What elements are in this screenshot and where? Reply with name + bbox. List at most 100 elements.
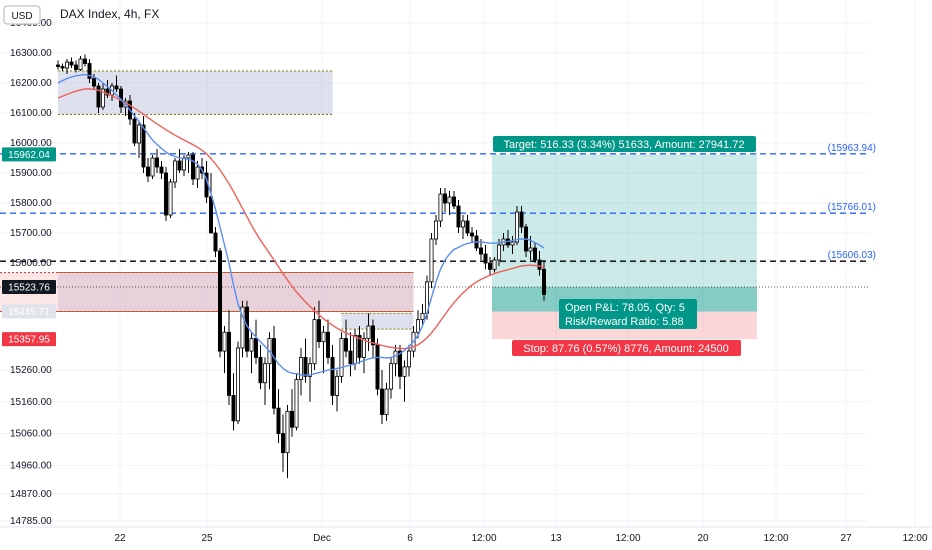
candle-body-42 (244, 306, 249, 352)
candle-body-24 (163, 172, 168, 216)
candle-body-58 (316, 319, 321, 343)
x-tick-label-2: Dec (313, 533, 331, 544)
candle-body-94 (478, 247, 483, 255)
candle-body-26 (172, 160, 177, 183)
candle-body-106 (533, 247, 538, 261)
candle-body-62 (334, 375, 339, 396)
candle-body-59 (321, 331, 326, 343)
candle-body-105 (528, 247, 533, 252)
candle-body-22 (154, 157, 159, 168)
candle-body-25 (168, 181, 173, 216)
candle-body-103 (519, 211, 524, 228)
candle-body-18 (136, 124, 141, 144)
hline-label-1: (15766.01) (828, 202, 876, 213)
y-tick-label-10: 15160.00 (10, 397, 52, 408)
y-tick-label-4: 16000.00 (10, 138, 52, 149)
price-tag-label-3: 15357.95 (8, 335, 50, 346)
candle-body-7 (87, 63, 92, 79)
candle-body-71 (375, 344, 380, 390)
candle-body-0 (56, 64, 61, 67)
candle-body-29 (186, 154, 191, 159)
candle-body-10 (101, 88, 106, 108)
candle-body-63 (339, 338, 344, 377)
target-label: Target: 516.33 (3.34%) 51633, Amount: 27… (504, 139, 745, 151)
currency-badge-box[interactable] (3, 5, 41, 25)
candle-body-31 (195, 166, 200, 180)
candle-body-84 (433, 220, 438, 240)
candle-body-20 (145, 166, 150, 177)
candle-body-83 (429, 238, 434, 283)
candle-body-98 (496, 244, 501, 261)
candle-body-30 (190, 154, 195, 180)
horizontal-lines[interactable]: (15963.94) (15766.01) (15606.03) (0, 143, 876, 288)
target-label-box (493, 136, 756, 152)
x-tick-label-6: 12:00 (615, 533, 640, 544)
price-tag-1 (2, 279, 56, 294)
stop-zone-shade (0, 272, 414, 312)
candle-body-65 (348, 350, 353, 365)
candle-body-55 (303, 357, 308, 377)
candle-body-5 (78, 58, 83, 70)
candle-body-91 (465, 220, 470, 234)
open-pl-box (559, 299, 697, 329)
x-tick-label-3: 6 (407, 533, 413, 544)
candle-body-66 (352, 334, 357, 365)
currency-badge[interactable]: USD (11, 11, 32, 22)
candle-body-68 (361, 338, 366, 358)
candle-body-57 (312, 319, 317, 365)
candle-body-86 (442, 193, 447, 204)
y-tick-label-11: 15060.00 (10, 429, 52, 440)
candle-body-92 (469, 232, 474, 237)
candle-body-48 (271, 338, 276, 409)
candle-body-43 (249, 338, 254, 352)
candle-body-38 (226, 331, 231, 396)
x-tick-label-0: 22 (114, 533, 126, 544)
candle-body-1 (60, 66, 65, 69)
price-tag-0 (2, 147, 56, 162)
candle-body-6 (83, 58, 88, 64)
x-tick-label-4: 12:00 (471, 533, 496, 544)
candle-body-19 (141, 124, 146, 168)
hline-label-2: (15606.03) (828, 250, 876, 261)
candle-body-53 (294, 379, 299, 428)
candle-body-13 (114, 85, 119, 90)
candle-body-41 (240, 306, 245, 349)
trade-labels: Target: 516.33 (3.34%) 51633, Amount: 27… (493, 136, 756, 356)
candle-body-87 (447, 196, 452, 204)
candle-body-70 (370, 325, 375, 346)
candle-body-96 (487, 262, 492, 270)
y-tick-label-2: 16200.00 (10, 78, 52, 89)
candle-body-101 (510, 241, 515, 246)
price-tags: 15962.04 15523.76 15445.71 15357.95 (2, 147, 56, 347)
header: USD DAX Index, 4h, FX (3, 5, 159, 25)
candle-body-23 (159, 166, 164, 174)
x-tick-label-7: 20 (697, 533, 709, 544)
candle-body-85 (438, 193, 443, 222)
candle-body-35 (213, 232, 218, 252)
candle-body-76 (397, 350, 402, 377)
y-tick-label-9: 15260.00 (10, 365, 52, 376)
price-tag-label-1: 15523.76 (8, 282, 50, 293)
candle-body-28 (181, 157, 186, 171)
risk-reward-label: Risk/Reward Ratio: 5.88 (565, 316, 684, 328)
position-tool[interactable] (492, 154, 757, 340)
candle-body-9 (96, 85, 101, 108)
y-tick-label-7: 15700.00 (10, 228, 52, 239)
price-tag-label-0: 15962.04 (8, 150, 50, 161)
candle-body-17 (132, 118, 137, 144)
candle-body-52 (289, 410, 294, 428)
candle-body-44 (253, 338, 258, 358)
candle-body-108 (542, 268, 547, 295)
x-tick-label-9: 27 (840, 533, 852, 544)
ma-slow-line (57, 88, 545, 350)
y-tick-label-6: 15800.00 (10, 198, 52, 209)
candle-body-88 (451, 196, 456, 207)
moving-averages (57, 73, 545, 376)
candle-body-75 (393, 350, 398, 365)
price-tag-3 (2, 332, 56, 347)
candle-body-3 (69, 61, 74, 66)
candle-body-73 (384, 388, 389, 415)
candle-body-54 (298, 357, 303, 380)
target-zone[interactable] (492, 154, 757, 312)
